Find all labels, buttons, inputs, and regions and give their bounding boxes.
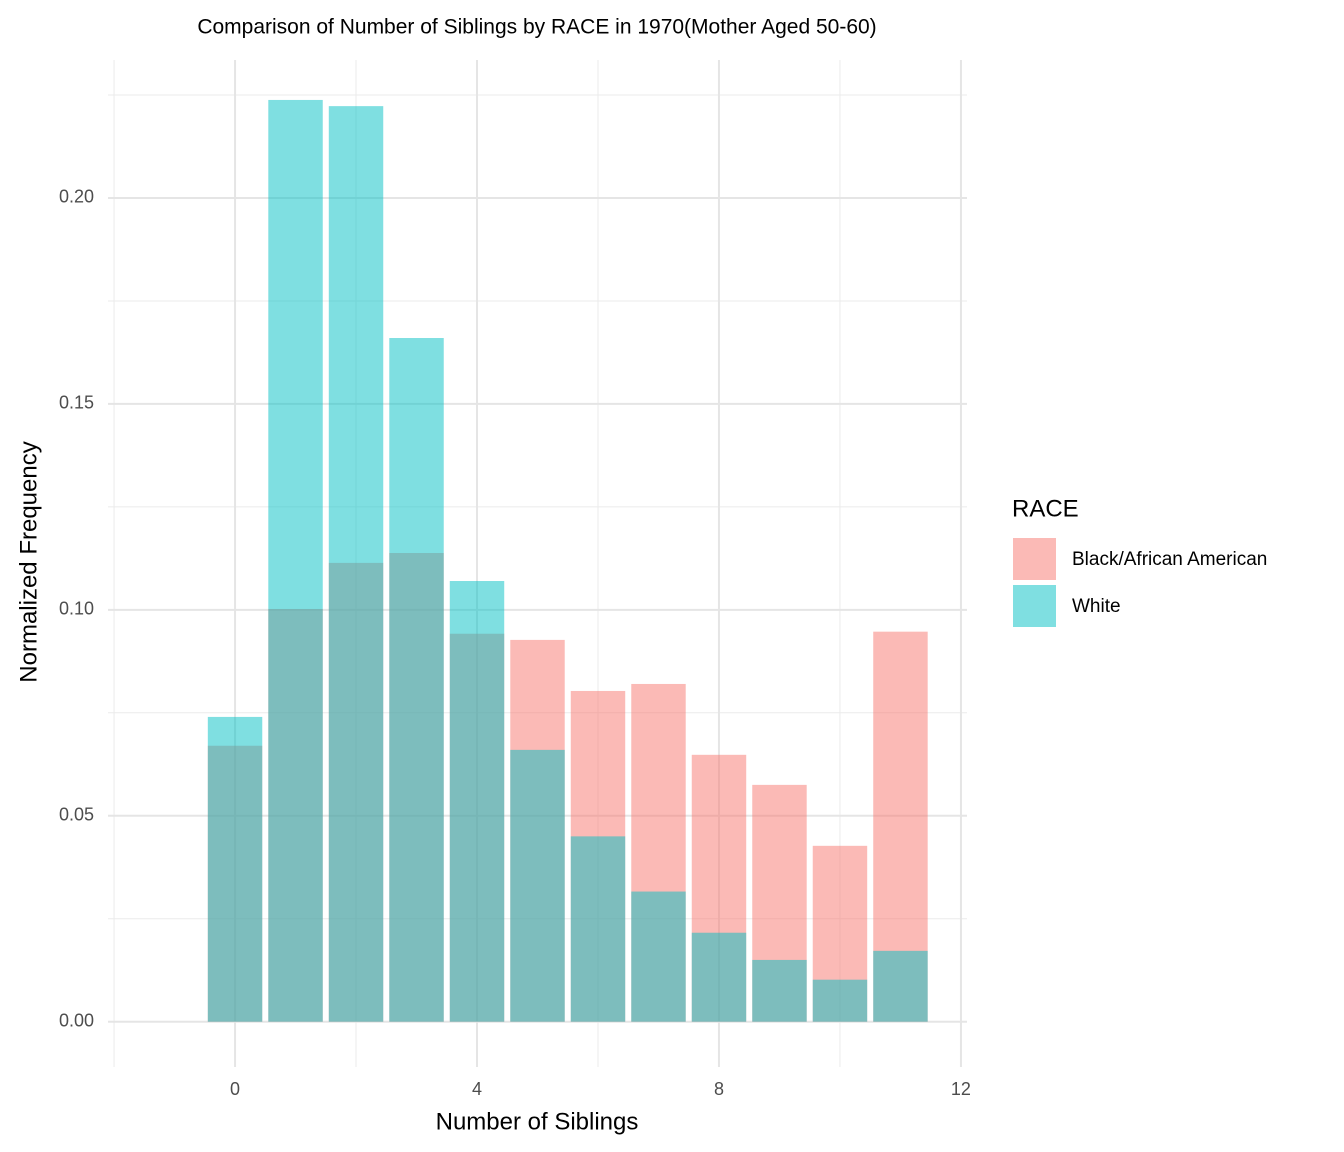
y-tick-label: 0.20 xyxy=(59,187,94,207)
legend-title: RACE xyxy=(1012,495,1079,522)
bar xyxy=(328,106,384,1022)
x-axis-title: Number of Siblings xyxy=(436,1108,639,1135)
bar xyxy=(752,959,807,1022)
y-axis-title: Normalized Frequency xyxy=(15,441,42,682)
x-tick-label: 4 xyxy=(472,1079,482,1099)
y-tick-label: 0.15 xyxy=(59,393,94,413)
bar xyxy=(812,979,868,1022)
bar xyxy=(691,932,747,1022)
legend-label: White xyxy=(1072,596,1121,617)
bar xyxy=(268,99,323,1022)
legend-key xyxy=(1013,538,1056,580)
y-tick-label: 0.10 xyxy=(59,599,94,619)
y-tick-label: 0.05 xyxy=(59,805,94,825)
y-tick-label: 0.00 xyxy=(59,1010,94,1030)
x-tick-label: 0 xyxy=(230,1079,240,1099)
bar xyxy=(449,581,505,1022)
x-tick-label: 8 xyxy=(714,1079,724,1099)
bar xyxy=(207,716,263,1022)
x-tick-label: 12 xyxy=(951,1079,971,1099)
bar xyxy=(510,749,565,1022)
bar xyxy=(631,891,686,1022)
legend-key xyxy=(1013,585,1056,627)
bar xyxy=(570,836,626,1022)
bar xyxy=(389,338,444,1022)
legend-label: Black/African American xyxy=(1072,549,1267,570)
chart-title: Comparison of Number of Siblings by RACE… xyxy=(197,16,876,39)
bar xyxy=(873,950,928,1022)
